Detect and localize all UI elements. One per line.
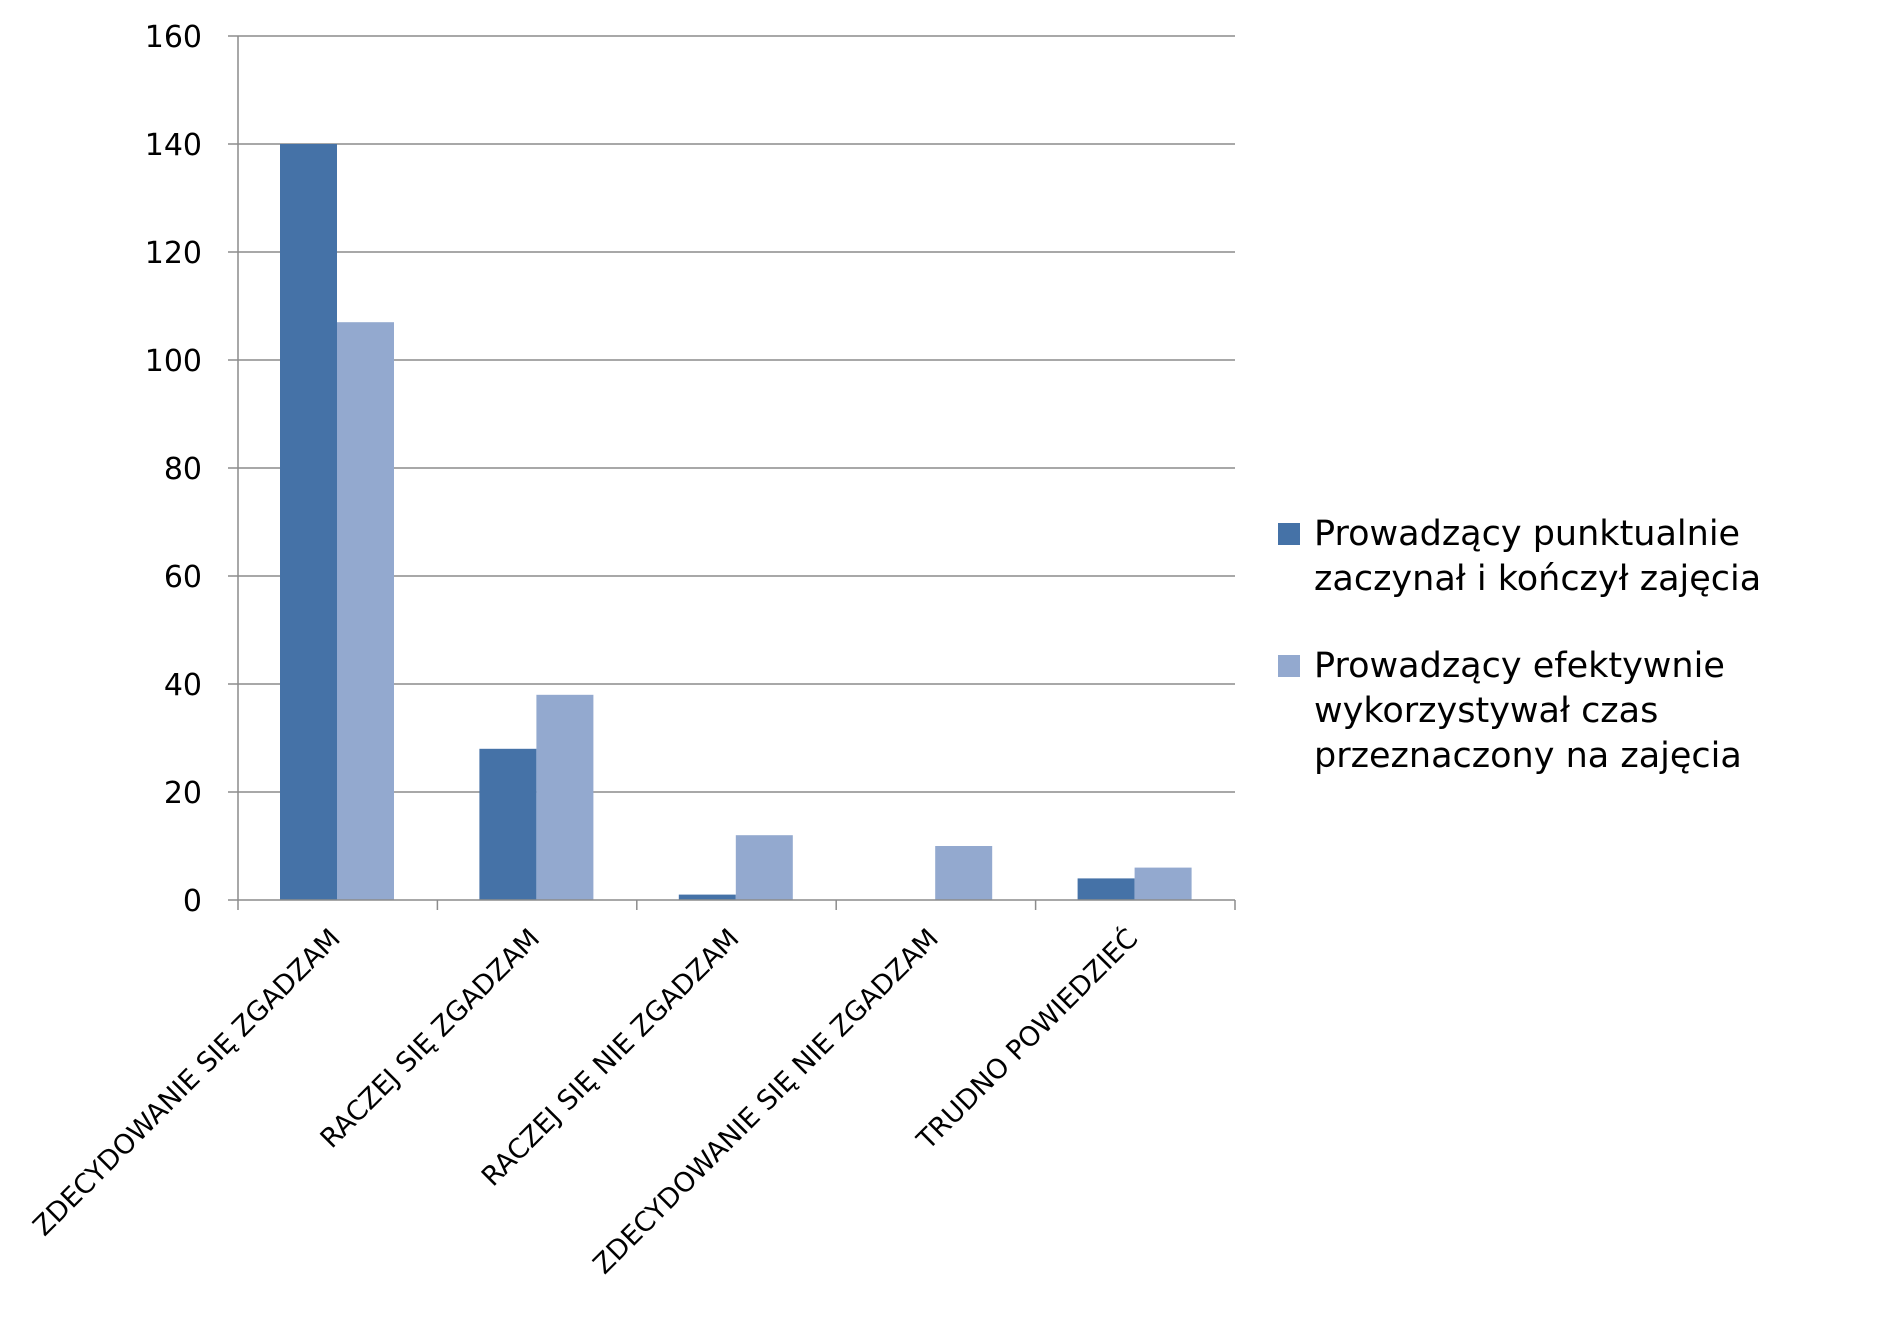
legend-swatch-series-2 xyxy=(1278,655,1300,677)
y-tick-label: 60 xyxy=(164,560,202,595)
legend-label-series-2: Prowadzący efektywnie wykorzystywał czas… xyxy=(1314,646,1742,776)
legend-item-series-2: Prowadzący efektywnie wykorzystywał czas… xyxy=(1278,644,1878,779)
bar-series-1 xyxy=(1077,878,1135,900)
bar-series-2 xyxy=(1134,867,1192,900)
legend: Prowadzący punktualnie zaczynał i kończy… xyxy=(1278,512,1878,821)
bar-series-2 xyxy=(337,322,394,900)
x-tick-label: ZDECYDOWANIE SIĘ NIE ZGADZAM xyxy=(588,923,945,1280)
y-tick-label: 20 xyxy=(164,776,202,811)
x-tick-label: ZDECYDOWANIE SIĘ ZGADZAM xyxy=(27,923,346,1242)
legend-item-series-1: Prowadzący punktualnie zaczynał i kończy… xyxy=(1278,512,1878,602)
y-tick-label: 100 xyxy=(145,344,202,379)
y-tick-label: 120 xyxy=(145,236,202,271)
gridlines xyxy=(238,35,1235,793)
bar-series-2 xyxy=(935,846,993,900)
y-tick-label: 80 xyxy=(164,452,202,487)
x-tick-label: RACZEJ SIĘ ZGADZAM xyxy=(315,923,546,1154)
y-tick-label: 40 xyxy=(164,668,202,703)
bar-series-2 xyxy=(536,694,594,900)
y-tick-label: 160 xyxy=(145,20,202,55)
y-axis-ticks: 0 20 40 60 80 100 120 140 160 xyxy=(145,20,238,919)
bar-series-1 xyxy=(479,748,537,900)
bar-series-1 xyxy=(280,144,337,900)
y-tick-label: 140 xyxy=(145,128,202,163)
x-tick-label: TRUDNO POWIEDZIEĆ xyxy=(910,922,1144,1156)
bar-series-2 xyxy=(735,835,793,900)
axes xyxy=(237,36,1236,910)
y-tick-label: 0 xyxy=(183,884,202,919)
bars xyxy=(280,144,1192,900)
legend-swatch-series-1 xyxy=(1278,523,1300,545)
legend-label-series-1: Prowadzący punktualnie zaczynał i kończy… xyxy=(1314,514,1762,599)
bar-series-1 xyxy=(678,894,736,900)
